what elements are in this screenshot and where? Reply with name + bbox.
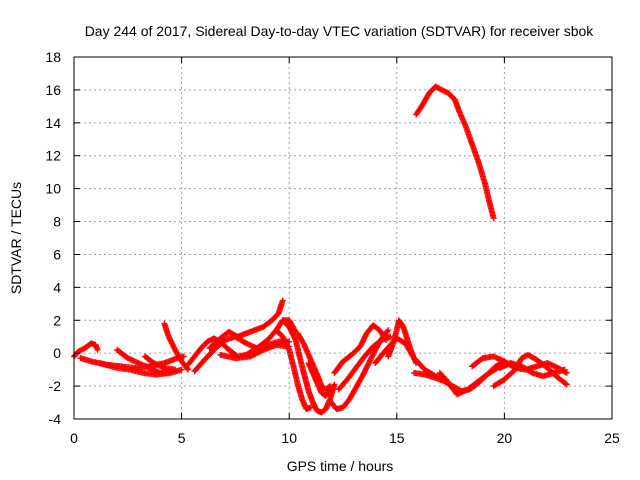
y-tick-label: 16: [45, 82, 61, 98]
data-series: [206, 297, 286, 352]
data-point: [180, 353, 187, 360]
data-point: [94, 346, 101, 353]
data-series: [273, 327, 314, 413]
axis-tick-labels: 0 5 10 15 20 25 -4 -2 0 2 4 6 8 10 12 14 16 18: [45, 49, 620, 446]
data-series: [217, 341, 293, 362]
x-tick-label: 25: [604, 430, 620, 446]
data-point: [563, 369, 570, 376]
data-layer: [71, 83, 570, 416]
data-series: [71, 340, 101, 360]
y-tick-label: 4: [53, 279, 61, 295]
y-tick-label: 2: [53, 312, 61, 328]
data-point: [178, 366, 185, 373]
y-tick-label: 10: [45, 181, 61, 197]
data-series: [279, 317, 338, 416]
data-point: [561, 366, 568, 373]
y-tick-label: 18: [45, 49, 61, 65]
data-point: [327, 386, 334, 393]
data-point: [279, 297, 286, 304]
data-point: [563, 381, 570, 388]
data-series: [335, 333, 394, 393]
data-series: [413, 83, 497, 222]
chart-title: Day 244 of 2017, Sidereal Day-to-day VTE…: [85, 23, 595, 39]
data-point: [562, 380, 569, 387]
y-tick-label: 8: [53, 214, 61, 230]
data-series: [411, 358, 508, 395]
y-tick-label: 12: [45, 148, 61, 164]
y-tick-label: 6: [53, 246, 61, 262]
data-series: [305, 360, 334, 399]
data-point: [307, 404, 314, 411]
x-tick-label: 15: [389, 430, 405, 446]
data-series: [142, 353, 179, 373]
data-series: [161, 320, 192, 373]
data-series: [331, 322, 390, 376]
y-tick-label: 0: [53, 345, 61, 361]
data-series: [497, 360, 568, 380]
plot-frame: [73, 56, 613, 420]
data-point: [326, 387, 333, 394]
y-tick-label: -4: [49, 411, 62, 427]
y-tick-label: -2: [49, 378, 62, 394]
x-tick-label: 0: [70, 430, 78, 446]
x-tick-label: 5: [178, 430, 186, 446]
data-point: [490, 215, 497, 222]
data-point: [331, 381, 338, 388]
x-tick-label: 20: [497, 430, 513, 446]
data-point: [384, 328, 391, 335]
x-tick-label: 10: [281, 430, 297, 446]
axis-ticks: [73, 56, 613, 420]
data-point: [184, 365, 191, 372]
data-point: [385, 327, 392, 334]
x-axis-label: GPS time / hours: [287, 458, 394, 474]
y-tick-label: 14: [45, 115, 61, 131]
y-axis-label: SDTVAR / TECUs: [8, 182, 24, 294]
data-point: [172, 366, 179, 373]
